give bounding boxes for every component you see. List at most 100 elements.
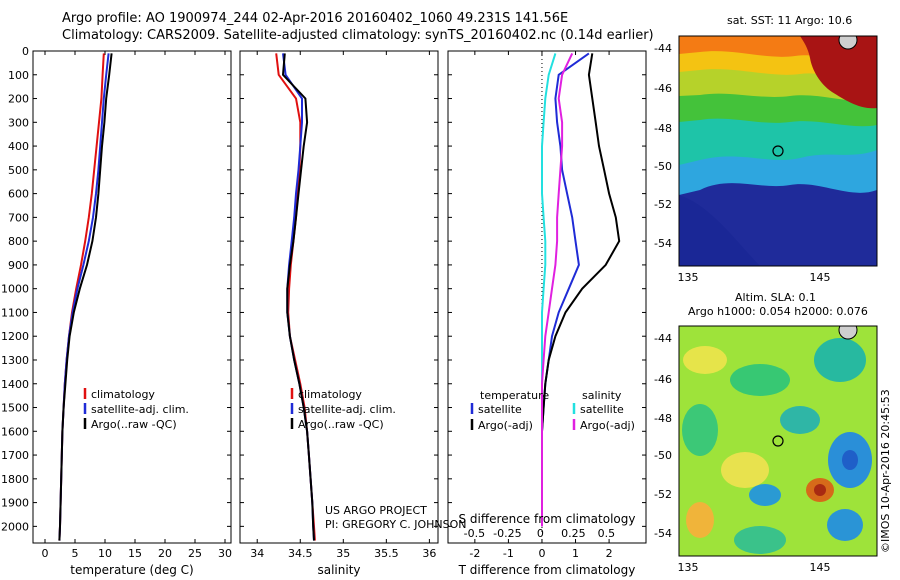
depth-tick-label: 600 — [8, 188, 29, 201]
depth-tick-label: 1500 — [1, 402, 29, 415]
x-tick-label: 20 — [158, 547, 172, 560]
sla-map-lat-label: -54 — [654, 527, 672, 540]
series-line-argo-raw-qc- — [58, 53, 113, 541]
x-axis-label: T difference from climatology — [458, 563, 636, 577]
sst-map-title: sat. SST: 11 Argo: 10.6 — [727, 14, 853, 27]
legend-label: climatology — [298, 388, 362, 401]
sst-map-lat-label: -46 — [654, 82, 672, 95]
x-tick-label: 15 — [128, 547, 142, 560]
sst-map-lat-label: -54 — [654, 237, 672, 250]
x-tick-label: 0 — [538, 547, 545, 560]
sst-map — [679, 36, 877, 266]
x-tick-label: 36 — [422, 547, 436, 560]
x-tick-label: 35.5 — [374, 547, 399, 560]
sla-map-lon-label: 145 — [810, 561, 831, 574]
series-line-argo-adj- — [541, 53, 621, 527]
depth-tick-label: 1800 — [1, 473, 29, 486]
sst-argo-position-marker — [772, 145, 784, 157]
legend-title-temperature: temperature — [480, 389, 549, 402]
sst-map-lon-label: 135 — [678, 271, 699, 284]
depth-tick-label: 1600 — [1, 425, 29, 438]
sla-map-frame — [678, 325, 878, 557]
sst-map-lat-label: -48 — [654, 122, 672, 135]
legend-label: satellite — [478, 403, 522, 416]
legend-label: Argo(-adj) — [478, 419, 533, 432]
sla-map-title-line1: Altim. SLA: 0.1 — [735, 291, 817, 304]
x-axis-label: salinity — [317, 563, 360, 577]
legend-label: satellite — [580, 403, 624, 416]
depth-tick-label: 500 — [8, 164, 29, 177]
series-line-climatology — [58, 53, 105, 541]
depth-tick-label: 1900 — [1, 497, 29, 510]
x-tick-label: 34.5 — [288, 547, 313, 560]
sst-map-lon-label: 145 — [810, 271, 831, 284]
x-tick-label: 34 — [250, 547, 264, 560]
x-tick-label: 25 — [188, 547, 202, 560]
depth-tick-label: 900 — [8, 259, 29, 272]
x2-tick-label: -0.5 — [464, 527, 485, 540]
depth-tick-label: 200 — [8, 93, 29, 106]
sst-map-lat-label: -52 — [654, 198, 672, 211]
x2-tick-label: 0 — [537, 527, 544, 540]
depth-tick-label: 0 — [22, 45, 29, 58]
depth-tick-label: 700 — [8, 211, 29, 224]
figure-title-line2: Climatology: CARS2009. Satellite-adjuste… — [62, 28, 654, 43]
depth-tick-label: 800 — [8, 235, 29, 248]
depth-tick-label: 1300 — [1, 354, 29, 367]
imos-timestamp: ©IMOS 10-Apr-2016 20:45:53 — [879, 389, 892, 553]
depth-tick-label: 300 — [8, 116, 29, 129]
sla-map — [679, 326, 877, 556]
depth-tick-label: 1200 — [1, 330, 29, 343]
sla-map-lat-label: -44 — [654, 332, 672, 345]
legend-label: satellite-adj. clim. — [298, 403, 396, 416]
sst-map-frame — [678, 35, 878, 267]
sla-map-lat-label: -52 — [654, 488, 672, 501]
depth-tick-label: 2000 — [1, 520, 29, 533]
salinity-plot-frame — [239, 50, 439, 544]
pi-label: PI: GREGORY C. JOHNSON — [325, 518, 467, 531]
depth-tick-label: 1000 — [1, 283, 29, 296]
x-tick-label: 10 — [98, 547, 112, 560]
series-line-satellite-adj-clim- — [58, 53, 110, 541]
temperature-plot — [32, 50, 232, 544]
sla-map-lat-label: -48 — [654, 412, 672, 425]
x-tick-label: 30 — [218, 547, 232, 560]
x-tick-label: 0 — [42, 547, 49, 560]
legend-label: Argo(-adj) — [580, 419, 635, 432]
series-line-argo-raw-qc- — [281, 53, 315, 541]
x-tick-label: 2 — [606, 547, 613, 560]
depth-tick-label: 100 — [8, 69, 29, 82]
x-tick-label: 5 — [72, 547, 79, 560]
sla-map-lon-label: 135 — [678, 561, 699, 574]
salinity-plot — [239, 50, 439, 544]
legend-label: climatology — [91, 388, 155, 401]
figure-title-line1: Argo profile: AO 1900974_244 02-Apr-2016… — [62, 11, 569, 26]
sst-map-lat-label: -50 — [654, 160, 672, 173]
difference-plot — [447, 50, 647, 544]
legend-title-salinity: salinity — [582, 389, 622, 402]
sla-map-lat-label: -46 — [654, 373, 672, 386]
depth-tick-label: 1400 — [1, 378, 29, 391]
sst-map-lat-label: -44 — [654, 42, 672, 55]
x-axis-label: temperature (deg C) — [70, 563, 193, 577]
x-tick-label: 35 — [336, 547, 350, 560]
sla-map-title-line2: Argo h1000: 0.054 h2000: 0.076 — [688, 305, 868, 318]
temperature-plot-frame — [32, 50, 232, 544]
depth-tick-label: 1700 — [1, 449, 29, 462]
series-line-argo-adj- — [541, 52, 574, 527]
series-line-satellite — [541, 53, 557, 527]
sla-argo-position-marker — [772, 435, 784, 447]
x2-axis-label: S difference from climatology — [459, 512, 636, 526]
legend-label: Argo(..raw -QC) — [91, 418, 177, 431]
x-tick-label: 1 — [572, 547, 579, 560]
sla-map-lat-label: -50 — [654, 449, 672, 462]
legend-label: Argo(..raw -QC) — [298, 418, 384, 431]
depth-tick-label: 400 — [8, 140, 29, 153]
x2-tick-label: 0.25 — [561, 527, 586, 540]
project-label: US ARGO PROJECT — [325, 504, 427, 517]
x-tick-label: -2 — [469, 547, 480, 560]
legend-label: satellite-adj. clim. — [91, 403, 189, 416]
x2-tick-label: 0.5 — [598, 527, 616, 540]
depth-tick-label: 1100 — [1, 306, 29, 319]
